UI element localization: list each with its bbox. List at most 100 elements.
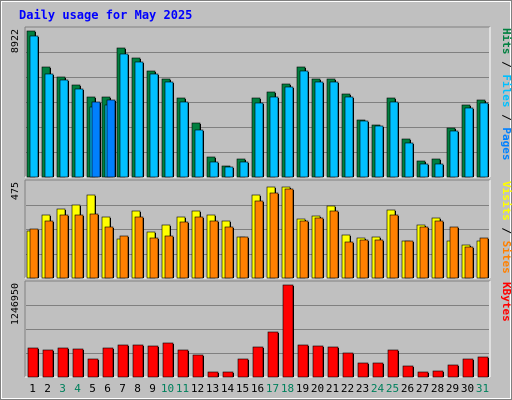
bar-sites-day-4 [74, 214, 84, 279]
day-label-4: 4 [74, 382, 81, 395]
bar-pages-day-6 [106, 99, 116, 178]
legend-separator: / [500, 55, 512, 75]
day-label-18: 18 [281, 382, 294, 395]
bar-sites-day-21 [329, 210, 339, 279]
day-label-19: 19 [296, 382, 309, 395]
bar-files-day-11 [179, 101, 189, 178]
bar-sites-day-15 [239, 236, 249, 279]
bar-sites-day-14 [224, 226, 234, 279]
bar-kbytes-day-19 [297, 344, 309, 378]
bar-kbytes-day-3 [57, 347, 69, 378]
day-label-30: 30 [461, 382, 474, 395]
bar-kbytes-day-16 [252, 346, 264, 378]
bar-files-day-31 [479, 102, 489, 178]
bar-sites-day-25 [389, 214, 399, 279]
bar-sites-day-27 [419, 226, 429, 279]
bar-kbytes-day-5 [87, 358, 99, 378]
legend-separator: / [500, 108, 512, 128]
bar-kbytes-day-11 [177, 349, 189, 378]
day-label-21: 21 [326, 382, 339, 395]
bar-kbytes-day-1 [27, 347, 39, 378]
bar-sites-day-1 [29, 228, 39, 279]
day-label-24: 24 [371, 382, 385, 395]
bar-sites-day-2 [44, 220, 54, 279]
bar-sites-day-3 [59, 214, 69, 279]
day-label-14: 14 [221, 382, 235, 395]
bar-sites-day-8 [134, 216, 144, 279]
bar-files-day-26 [404, 142, 414, 178]
day-label-17: 17 [266, 382, 279, 395]
day-label-11: 11 [176, 382, 189, 395]
bar-files-day-18 [284, 86, 294, 178]
day-label-27: 27 [416, 382, 429, 395]
bar-files-day-21 [329, 81, 339, 178]
bar-pages-day-5 [91, 101, 101, 178]
bar-files-day-22 [344, 96, 354, 178]
legend-kbytes: KBytes [500, 282, 512, 322]
day-label-2: 2 [44, 382, 51, 395]
day-label-22: 22 [341, 382, 354, 395]
bar-kbytes-day-31 [477, 356, 489, 378]
bar-files-day-1 [29, 35, 39, 178]
bar-kbytes-day-6 [102, 347, 114, 378]
bar-files-day-24 [374, 125, 384, 178]
bar-sites-day-20 [314, 217, 324, 279]
bar-sites-day-7 [119, 235, 129, 279]
bar-kbytes-day-9 [147, 345, 159, 378]
bar-files-day-8 [134, 61, 144, 178]
day-label-15: 15 [236, 382, 249, 395]
bar-sites-day-10 [164, 235, 174, 279]
bar-kbytes-day-13 [207, 371, 219, 378]
bar-files-day-19 [299, 70, 309, 178]
bar-kbytes-day-17 [267, 331, 279, 378]
bar-kbytes-day-7 [117, 344, 129, 378]
legend-item-pages: Pages [500, 127, 512, 160]
day-label-12: 12 [191, 382, 204, 395]
day-label-5: 5 [89, 382, 96, 395]
bar-files-day-17 [269, 96, 279, 178]
bar-kbytes-day-12 [192, 354, 204, 378]
bar-sites-day-30 [464, 246, 474, 279]
day-label-25: 25 [386, 382, 399, 395]
chart-panels: 8922 Hits / Files / Pages 475 Visits / Site… [10, 26, 512, 378]
bar-kbytes-day-26 [402, 365, 414, 378]
panel-visits-sites: 475 Visits / Sites [10, 179, 512, 279]
day-label-7: 7 [119, 382, 126, 395]
bar-sites-day-28 [434, 220, 444, 279]
day-label-10: 10 [161, 382, 174, 395]
bar-kbytes-day-24 [372, 362, 384, 378]
day-label-13: 13 [206, 382, 219, 395]
bar-files-day-28 [434, 163, 444, 178]
bar-files-day-2 [44, 73, 54, 178]
day-label-8: 8 [134, 382, 141, 395]
day-label-20: 20 [311, 382, 324, 395]
legend-visits-sites: Visits / Sites [500, 181, 512, 274]
legend-hits-files-pages: Hits / Files / Pages [500, 28, 512, 161]
bar-kbytes-day-8 [132, 344, 144, 378]
bar-sites-day-23 [359, 239, 369, 279]
day-label-29: 29 [446, 382, 459, 395]
day-label-31: 31 [476, 382, 489, 395]
bar-files-day-7 [119, 53, 129, 178]
y-max-label: 1246950 [10, 283, 21, 325]
bar-sites-day-17 [269, 192, 279, 279]
day-label-1: 1 [29, 382, 36, 395]
bar-files-day-29 [449, 130, 459, 178]
bar-sites-day-13 [209, 220, 219, 279]
legend-item-kbytes: KBytes [500, 282, 512, 322]
bar-sites-day-19 [299, 220, 309, 279]
bar-files-day-12 [194, 129, 204, 178]
bar-kbytes-day-2 [42, 349, 54, 378]
day-label-23: 23 [356, 382, 369, 395]
bar-kbytes-day-25 [387, 349, 399, 378]
bar-files-day-20 [314, 81, 324, 178]
bar-sites-day-6 [104, 226, 114, 279]
bar-sites-day-11 [179, 221, 189, 279]
x-axis-day-labels: 1 2 3 4 5 6 7 8 9 10 11 12 13 14 15 16 17 18 19 20 21 22 23 24 2… [29, 382, 489, 395]
bar-files-day-14 [224, 166, 234, 178]
bar-kbytes-day-29 [447, 364, 459, 378]
bar-kbytes-day-15 [237, 358, 249, 378]
day-label-28: 28 [431, 382, 444, 395]
